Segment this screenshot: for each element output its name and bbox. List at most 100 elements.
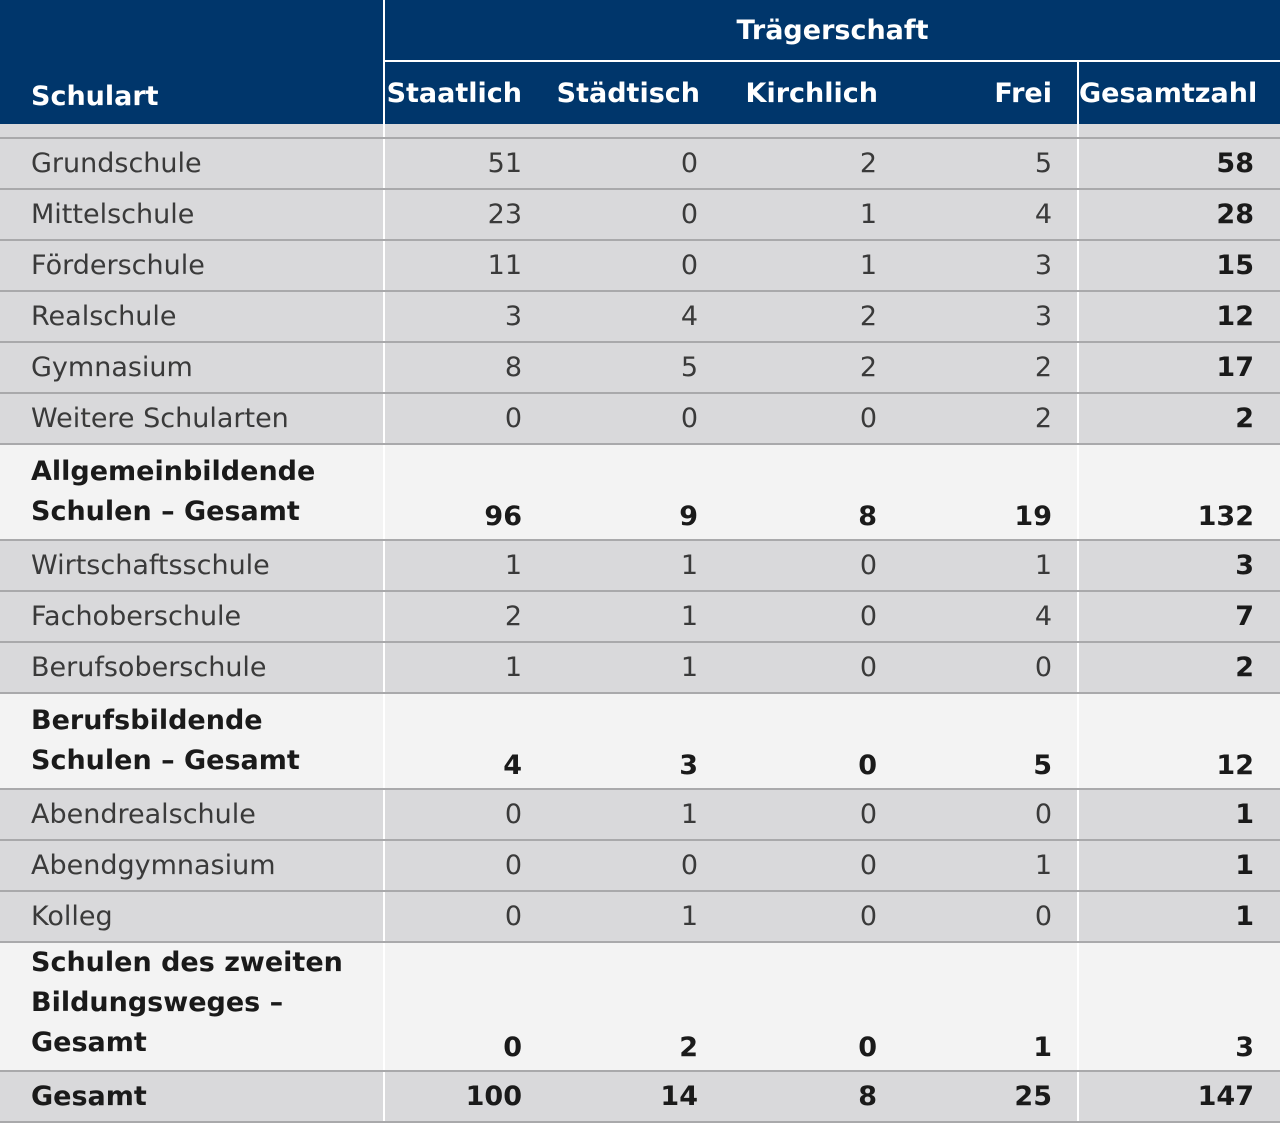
frei-cell: 19: [895, 444, 1078, 541]
staedtisch-cell: 14: [540, 1071, 714, 1123]
staatlich-cell: 0: [384, 840, 540, 892]
kirchlich-cell: 0: [714, 693, 895, 790]
row-label: Wirtschaftsschule: [0, 540, 385, 592]
staedtisch-cell: 5: [540, 342, 714, 394]
kirchlich-cell: 0: [714, 942, 895, 1072]
total-row: Gesamt 100 14 8 25 147: [0, 1071, 1280, 1123]
spacer-cell: [714, 124, 895, 139]
frei-cell: 1: [895, 540, 1078, 592]
frei-cell: 5: [895, 138, 1078, 190]
row-label: Berufsbildende Schulen – Gesamt: [0, 693, 385, 790]
gesamtzahl-cell: 7: [1077, 591, 1280, 643]
staatlich-cell: 1: [384, 540, 540, 592]
staedtisch-cell: 1: [540, 540, 714, 592]
table-row: Grundschule 51 0 2 5 58: [0, 138, 1280, 190]
staatlich-cell: 0: [384, 942, 540, 1072]
subtotal-row: Allgemeinbildende Schulen – Gesamt 96 9 8 19 1…: [0, 444, 1280, 541]
frei-cell: 0: [895, 642, 1078, 694]
frei-cell: 0: [895, 891, 1078, 943]
gesamtzahl-cell: 58: [1077, 138, 1280, 190]
gesamtzahl-cell: 3: [1077, 540, 1280, 592]
staatlich-cell: 0: [384, 891, 540, 943]
row-label: Realschule: [0, 291, 385, 343]
staedtisch-cell: 0: [540, 189, 714, 241]
table-body: Grundschule 51 0 2 5 58 Mittelschule 23 0 1 4 28 För…: [0, 124, 1280, 1123]
staatlich-cell: 3: [384, 291, 540, 343]
table-row: Wirtschaftsschule 1 1 0 1 3: [0, 540, 1280, 592]
staedtisch-cell: 3: [540, 693, 714, 790]
staedtisch-cell: 0: [540, 138, 714, 190]
row-label: Kolleg: [0, 891, 385, 943]
gesamtzahl-cell: 132: [1077, 444, 1280, 541]
kirchlich-cell: 0: [714, 789, 895, 841]
kirchlich-cell: 2: [714, 138, 895, 190]
staatlich-cell: 23: [384, 189, 540, 241]
table-row: Weitere Schularten 0 0 0 2 2: [0, 393, 1280, 445]
gesamtzahl-cell: 3: [1077, 942, 1280, 1072]
row-label: Grundschule: [0, 138, 385, 190]
subtotal-row: Schulen des zweiten Bildungsweges – Gesam…: [0, 942, 1280, 1072]
row-label: Förderschule: [0, 240, 385, 292]
row-label: Weitere Schularten: [0, 393, 385, 445]
gesamtzahl-cell: 1: [1077, 840, 1280, 892]
schulart-column-header: Schulart: [0, 0, 384, 124]
staedtisch-cell: 1: [540, 789, 714, 841]
kirchlich-cell: 1: [714, 189, 895, 241]
kirchlich-cell: 0: [714, 540, 895, 592]
staatlich-cell: 96: [384, 444, 540, 541]
row-label: Gymnasium: [0, 342, 385, 394]
staedtisch-column-header: Städtisch: [540, 60, 714, 124]
staatlich-cell: 2: [384, 591, 540, 643]
gesamtzahl-cell: 12: [1077, 693, 1280, 790]
kirchlich-cell: 2: [714, 342, 895, 394]
staatlich-cell: 11: [384, 240, 540, 292]
staatlich-cell: 0: [384, 789, 540, 841]
staedtisch-cell: 4: [540, 291, 714, 343]
frei-cell: 3: [895, 240, 1078, 292]
staatlich-cell: 0: [384, 393, 540, 445]
traegerschaft-group-header: Trägerschaft: [383, 0, 1280, 61]
staatlich-cell: 100: [384, 1071, 540, 1123]
frei-cell: 4: [895, 591, 1078, 643]
spacer-cell: [895, 124, 1078, 139]
frei-cell: 2: [895, 393, 1078, 445]
staedtisch-cell: 1: [540, 891, 714, 943]
kirchlich-cell: 1: [714, 240, 895, 292]
row-label-line2: Schulen – Gesamt: [31, 496, 300, 527]
gesamtzahl-cell: 28: [1077, 189, 1280, 241]
row-label-line1: Allgemeinbildende: [31, 456, 316, 487]
row-label: Schulen des zweiten Bildungsweges – Gesam…: [0, 942, 385, 1072]
row-label: Abendrealschule: [0, 789, 385, 841]
table-row: Gymnasium 8 5 2 2 17: [0, 342, 1280, 394]
staedtisch-cell: 2: [540, 942, 714, 1072]
frei-column-header: Frei: [895, 60, 1078, 124]
staatlich-cell: 4: [384, 693, 540, 790]
spacer-cell: [0, 124, 384, 139]
staedtisch-cell: 1: [540, 591, 714, 643]
kirchlich-cell: 0: [714, 393, 895, 445]
staatlich-cell: 51: [384, 138, 540, 190]
table-row: Abendgymnasium 0 0 0 1 1: [0, 840, 1280, 892]
staedtisch-cell: 1: [540, 642, 714, 694]
kirchlich-cell: 8: [714, 444, 895, 541]
table-row: Realschule 3 4 2 3 12: [0, 291, 1280, 343]
row-label-line2: Bildungsweges – Gesamt: [31, 987, 284, 1058]
table-row: Berufsoberschule 1 1 0 0 2: [0, 642, 1280, 694]
gesamtzahl-column-header: Gesamtzahl: [1077, 60, 1280, 124]
gesamtzahl-cell: 15: [1077, 240, 1280, 292]
row-label: Fachoberschule: [0, 591, 385, 643]
frei-cell: 25: [895, 1071, 1078, 1123]
staatlich-cell: 1: [384, 642, 540, 694]
row-label-line1: Schulen des zweiten: [31, 947, 343, 978]
table-row: Förderschule 11 0 1 3 15: [0, 240, 1280, 292]
staatlich-column-header: Staatlich: [383, 60, 540, 124]
row-label: Berufsoberschule: [0, 642, 385, 694]
row-label: Allgemeinbildende Schulen – Gesamt: [0, 444, 385, 541]
gesamtzahl-cell: 2: [1077, 393, 1280, 445]
table-header: Schulart Trägerschaft Staatlich Städtisc…: [0, 0, 1280, 124]
frei-cell: 0: [895, 789, 1078, 841]
frei-cell: 3: [895, 291, 1078, 343]
frei-cell: 4: [895, 189, 1078, 241]
row-label: Abendgymnasium: [0, 840, 385, 892]
